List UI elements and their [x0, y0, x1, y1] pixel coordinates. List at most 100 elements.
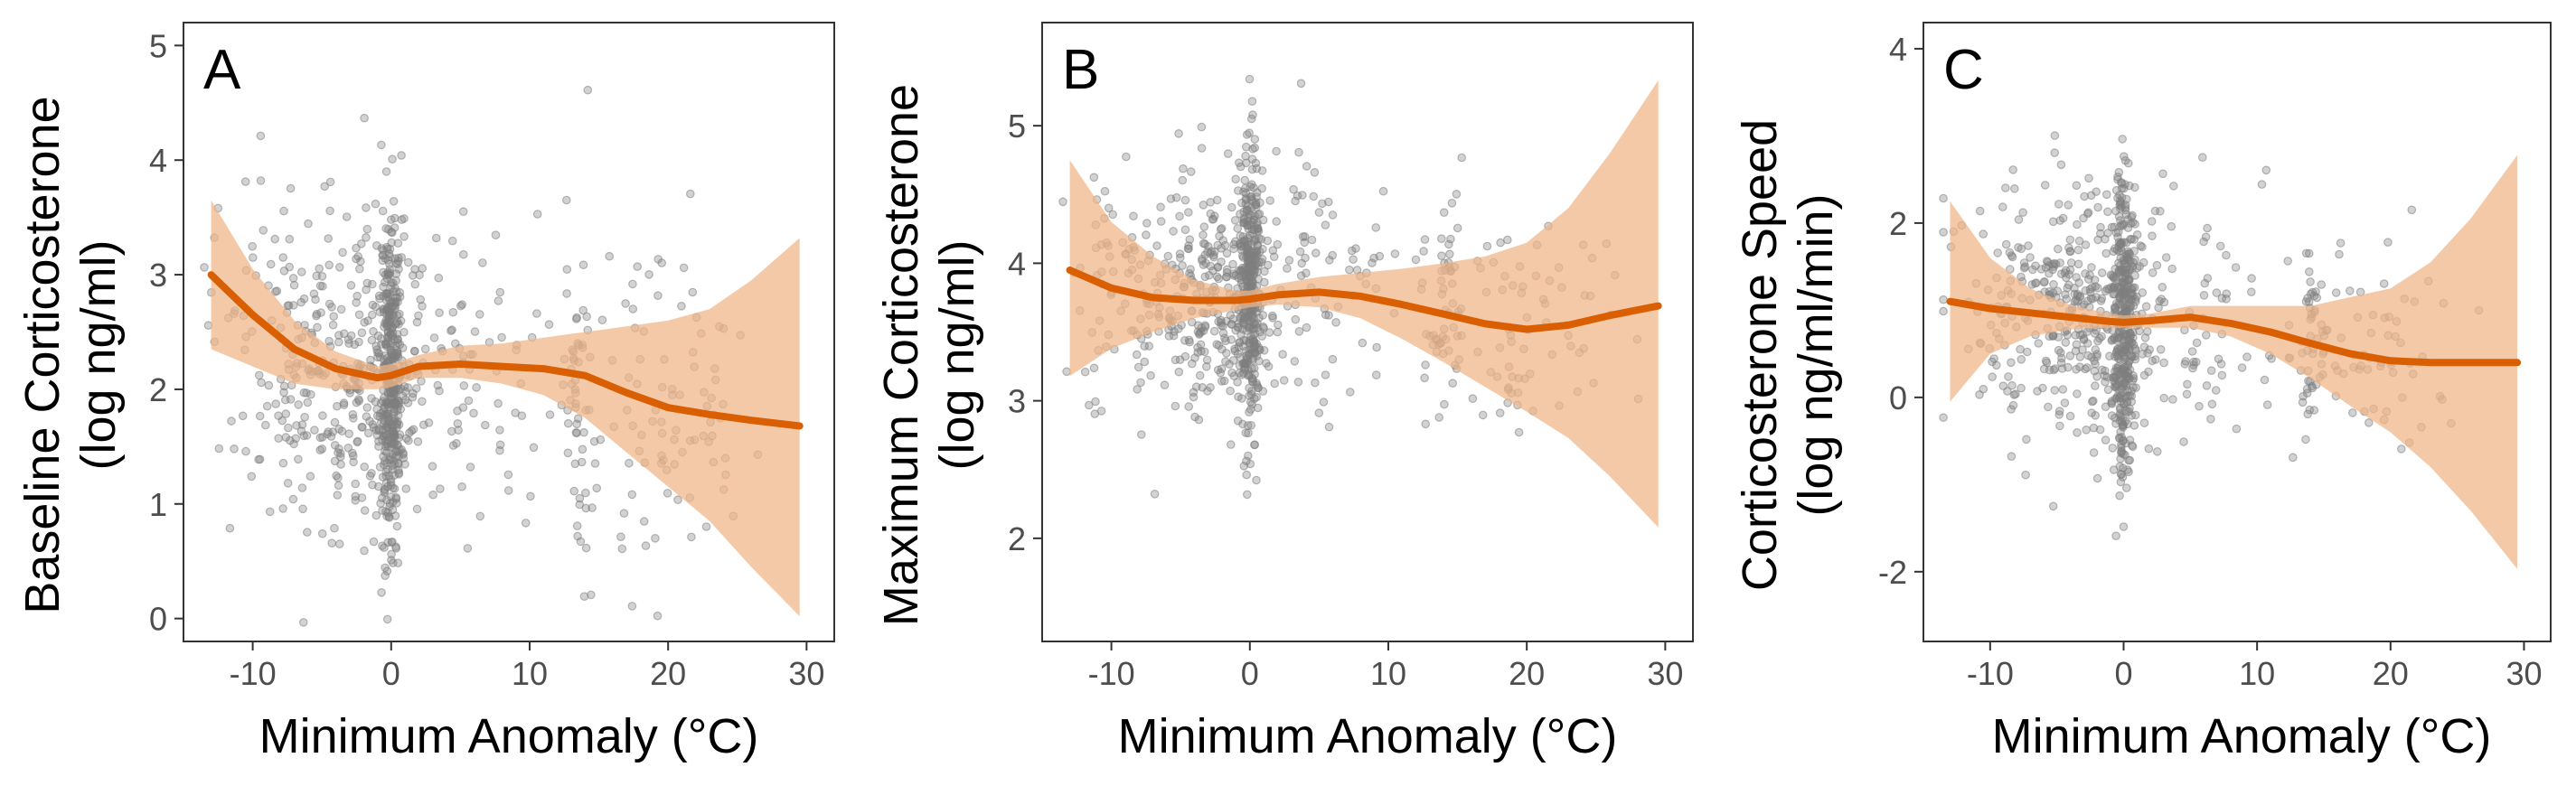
data-point	[463, 544, 473, 553]
data-point	[382, 439, 391, 449]
data-point	[2309, 406, 2319, 415]
data-point	[404, 435, 413, 445]
data-point	[1241, 346, 1251, 356]
data-point	[1241, 358, 1251, 368]
data-point	[2130, 351, 2139, 361]
data-point	[262, 401, 272, 411]
data-point	[2055, 421, 2064, 431]
data-point	[1318, 199, 1327, 209]
data-point	[1457, 153, 1466, 163]
data-point	[1196, 340, 1206, 350]
data-point	[1302, 162, 1312, 171]
data-point	[1247, 97, 1257, 106]
data-point	[2060, 268, 2070, 277]
data-point	[367, 335, 377, 345]
data-point	[1146, 370, 1155, 380]
data-point	[1240, 175, 1249, 185]
data-point	[1249, 348, 1259, 357]
data-point	[1378, 186, 1388, 196]
data-point	[1100, 186, 1110, 196]
data-point	[409, 346, 419, 356]
data-point	[357, 328, 367, 338]
data-point	[1221, 336, 1230, 346]
data-point	[2125, 344, 2134, 354]
data-point	[2129, 283, 2138, 293]
x-tick-label: 20	[2373, 655, 2409, 692]
data-point	[1222, 248, 1232, 258]
data-point	[278, 458, 288, 468]
data-point	[2089, 448, 2099, 457]
data-point	[379, 282, 388, 292]
data-point	[2138, 242, 2147, 252]
data-point	[2082, 363, 2092, 372]
data-point	[381, 224, 390, 233]
x-tick-label: 30	[1647, 655, 1683, 692]
data-point	[358, 423, 367, 432]
data-point	[1089, 363, 1099, 373]
data-point	[2114, 211, 2124, 221]
data-point	[394, 397, 404, 406]
data-point	[405, 428, 414, 437]
data-point	[1186, 265, 1195, 274]
data-point	[2054, 407, 2064, 416]
data-point	[1273, 239, 1283, 249]
data-point	[327, 302, 336, 312]
data-point	[1174, 367, 1184, 377]
data-point	[1259, 345, 1269, 355]
data-point	[397, 253, 406, 262]
data-point	[2073, 245, 2083, 255]
data-point	[2073, 389, 2082, 398]
data-point	[2001, 239, 2011, 249]
data-point	[597, 315, 607, 324]
data-point	[1478, 410, 1488, 420]
data-point	[2107, 336, 2117, 345]
data-point	[628, 304, 638, 313]
data-point	[2336, 239, 2346, 248]
data-point	[1325, 256, 1334, 265]
data-point	[362, 232, 371, 242]
y-tick-label: 0	[1889, 379, 1907, 416]
x-axis-title-b: Minimum Anomaly (°C)	[1118, 709, 1618, 763]
data-point	[1975, 206, 1985, 216]
data-point	[1939, 413, 1948, 422]
data-point	[2346, 286, 2355, 295]
panel-label-b: B	[1062, 39, 1099, 101]
data-point	[2183, 379, 2192, 389]
data-point	[1197, 144, 1207, 153]
data-point	[1233, 323, 1243, 332]
data-point	[420, 344, 430, 354]
data-point	[590, 459, 600, 468]
data-point	[2010, 184, 2019, 193]
data-point	[2116, 454, 2125, 463]
data-point	[1975, 389, 1984, 399]
data-point	[1324, 422, 1334, 432]
data-point	[2247, 274, 2256, 283]
data-point	[412, 504, 422, 514]
plot-area-b	[1058, 74, 1662, 528]
data-point	[380, 456, 390, 465]
data-point	[2317, 280, 2327, 289]
data-point	[579, 427, 588, 437]
data-point	[379, 304, 389, 314]
data-point	[1228, 356, 1238, 365]
data-point	[334, 337, 343, 347]
data-point	[2222, 250, 2231, 260]
data-point	[294, 454, 303, 464]
data-point	[1263, 236, 1273, 246]
data-point	[627, 602, 637, 611]
data-point	[281, 409, 291, 418]
data-point	[2120, 258, 2129, 268]
data-point	[2124, 274, 2133, 284]
data-point	[382, 614, 392, 624]
data-point	[1170, 401, 1180, 411]
data-point	[298, 504, 307, 514]
data-point	[2113, 363, 2123, 373]
data-point	[2129, 421, 2139, 430]
data-point	[1328, 211, 1338, 220]
data-point	[403, 257, 413, 267]
data-point	[1239, 215, 1249, 224]
data-point	[1171, 192, 1181, 202]
data-point	[572, 313, 581, 323]
data-point	[397, 151, 406, 160]
data-point	[2082, 425, 2091, 435]
